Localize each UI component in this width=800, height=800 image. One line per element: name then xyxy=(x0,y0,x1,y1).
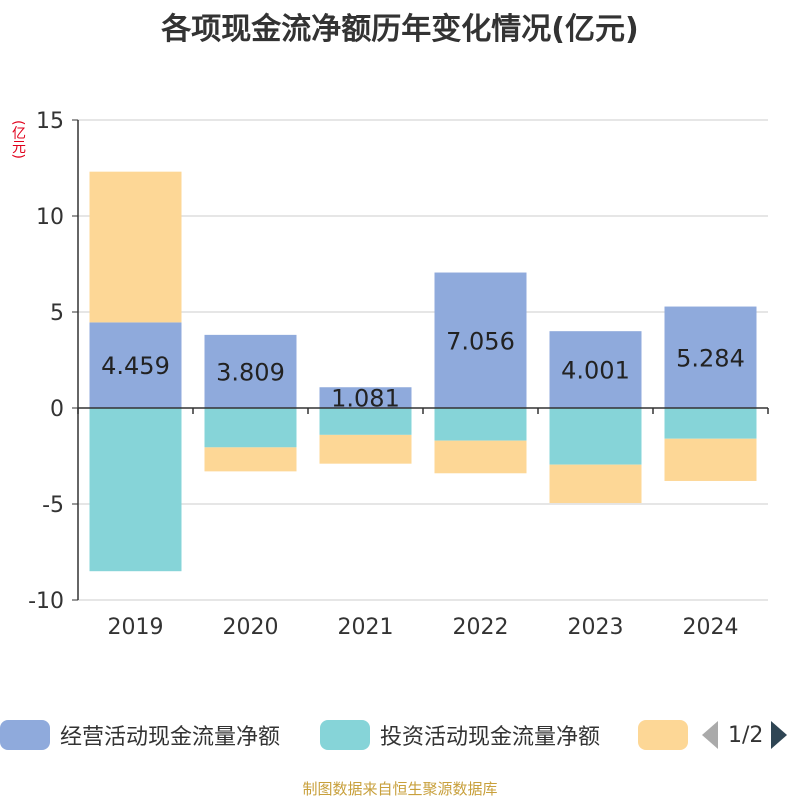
legend-label-investing: 投资活动现金流量净额 xyxy=(380,725,601,750)
legend-page-indicator: 1/2 xyxy=(728,722,764,748)
data-source-note: 制图数据来自恒生聚源数据库 xyxy=(302,780,498,798)
y-tick-label: -5 xyxy=(42,493,64,518)
data-label-2024: 5.284 xyxy=(676,344,745,372)
bar-2024-series-2 xyxy=(664,408,757,439)
legend-swatch-financing xyxy=(638,720,688,750)
legend-item-financing[interactable] xyxy=(638,718,698,752)
y-tick-label: 0 xyxy=(50,397,64,422)
x-tick-label-2024: 2024 xyxy=(683,615,739,640)
bar-2019-series-3 xyxy=(89,171,182,323)
y-tick-label: -10 xyxy=(28,589,64,614)
bar-2023-series-1 xyxy=(549,331,642,408)
bar-2022-series-2 xyxy=(434,408,527,441)
x-tick-label-2021: 2021 xyxy=(338,615,394,640)
bar-2024-series-3 xyxy=(664,438,757,481)
x-tick-label-2019: 2019 xyxy=(108,615,164,640)
legend-item-investing[interactable]: 投资活动现金流量净额 xyxy=(320,718,600,752)
x-tick-label-2023: 2023 xyxy=(568,615,624,640)
bar-2021-series-1 xyxy=(319,387,412,408)
bar-2022-series-1 xyxy=(434,272,527,408)
bar-2020-series-1 xyxy=(204,334,297,408)
data-label-2023: 4.001 xyxy=(561,357,630,385)
x-tick-label-2022: 2022 xyxy=(453,615,509,640)
legend-swatch-investing xyxy=(320,720,370,750)
bar-2021-series-3 xyxy=(319,434,412,464)
y-tick-label: 15 xyxy=(36,109,64,134)
bar-2019-series-1 xyxy=(89,322,182,408)
legend-swatch-operating xyxy=(0,720,50,750)
legend-label-operating: 经营活动现金流量净额 xyxy=(60,725,281,750)
bar-2020-series-3 xyxy=(204,447,297,472)
y-tick-label: 5 xyxy=(50,301,64,326)
bar-2020-series-2 xyxy=(204,408,297,448)
data-label-2020: 3.809 xyxy=(216,358,285,386)
bar-2019-series-2 xyxy=(89,408,182,572)
bar-chart: 151050-5-104.45920193.80920201.08120217.… xyxy=(28,109,769,640)
x-tick-label-2020: 2020 xyxy=(223,615,279,640)
legend-pager: 1/2 xyxy=(702,718,800,752)
chart-title: 各项现金流净额历年变化情况(亿元) xyxy=(161,12,639,47)
bar-2023-series-3 xyxy=(549,464,642,504)
next-page-arrow-icon[interactable] xyxy=(771,721,788,749)
data-label-2019: 4.459 xyxy=(101,352,170,380)
y-axis-unit-label: (亿元) xyxy=(10,120,26,159)
y-tick-label: 10 xyxy=(36,205,64,230)
data-label-2022: 7.056 xyxy=(446,327,515,355)
legend: 经营活动现金流量净额 投资活动现金流量净额 1/2 xyxy=(0,718,800,752)
bar-2021-series-2 xyxy=(319,408,412,435)
bar-2024-series-1 xyxy=(664,306,757,408)
bar-2022-series-3 xyxy=(434,440,527,474)
previous-page-arrow-icon[interactable] xyxy=(702,721,718,749)
legend-item-operating[interactable]: 经营活动现金流量净额 xyxy=(0,718,280,752)
bar-2023-series-2 xyxy=(549,408,642,465)
